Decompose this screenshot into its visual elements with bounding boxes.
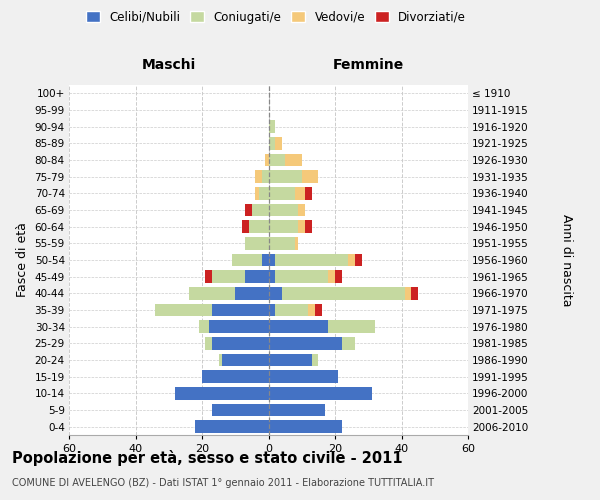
Bar xyxy=(295,237,298,250)
Bar xyxy=(212,304,269,316)
Bar xyxy=(175,387,269,400)
Bar xyxy=(259,187,269,200)
Bar xyxy=(302,170,319,183)
Y-axis label: Fasce di età: Fasce di età xyxy=(16,222,29,298)
Bar xyxy=(269,370,338,383)
Bar xyxy=(308,304,315,316)
Bar xyxy=(248,220,269,233)
Bar xyxy=(199,320,209,333)
Bar xyxy=(245,204,252,216)
Bar xyxy=(269,354,312,366)
Bar xyxy=(328,270,335,283)
Bar xyxy=(252,204,269,216)
Bar xyxy=(262,254,269,266)
Bar xyxy=(262,170,269,183)
Bar xyxy=(155,304,212,316)
Text: Popolazione per età, sesso e stato civile - 2011: Popolazione per età, sesso e stato civil… xyxy=(12,450,403,466)
Bar xyxy=(245,270,269,283)
Bar xyxy=(412,287,418,300)
Bar xyxy=(205,337,212,349)
Bar xyxy=(305,220,312,233)
Bar xyxy=(209,320,269,333)
Bar xyxy=(269,154,285,166)
Bar xyxy=(245,237,269,250)
Bar xyxy=(269,170,302,183)
Bar xyxy=(269,287,282,300)
Bar xyxy=(269,387,371,400)
Bar xyxy=(348,254,355,266)
Bar xyxy=(285,154,302,166)
Bar xyxy=(218,354,222,366)
Bar xyxy=(202,370,269,383)
Bar xyxy=(315,304,322,316)
Bar xyxy=(269,337,341,349)
Bar xyxy=(298,204,305,216)
Bar xyxy=(269,320,328,333)
Bar xyxy=(269,137,275,149)
Bar xyxy=(298,220,305,233)
Bar xyxy=(222,354,269,366)
Bar xyxy=(269,254,275,266)
Bar xyxy=(269,204,298,216)
Legend: Celibi/Nubili, Coniugati/e, Vedovi/e, Divorziati/e: Celibi/Nubili, Coniugati/e, Vedovi/e, Di… xyxy=(81,6,471,28)
Bar xyxy=(355,254,362,266)
Bar xyxy=(196,420,269,433)
Bar xyxy=(275,137,282,149)
Bar xyxy=(312,354,319,366)
Bar xyxy=(269,304,275,316)
Bar xyxy=(328,320,375,333)
Bar xyxy=(269,404,325,416)
Bar xyxy=(188,287,235,300)
Bar xyxy=(275,304,308,316)
Bar xyxy=(265,154,269,166)
Bar xyxy=(341,337,355,349)
Bar xyxy=(269,120,275,133)
Bar xyxy=(255,187,259,200)
Bar xyxy=(282,287,405,300)
Text: COMUNE DI AVELENGO (BZ) - Dati ISTAT 1° gennaio 2011 - Elaborazione TUTTITALIA.I: COMUNE DI AVELENGO (BZ) - Dati ISTAT 1° … xyxy=(12,478,434,488)
Bar xyxy=(269,270,275,283)
Bar xyxy=(405,287,412,300)
Bar xyxy=(275,270,328,283)
Bar xyxy=(335,270,341,283)
Bar xyxy=(232,254,262,266)
Bar xyxy=(235,287,269,300)
Bar xyxy=(255,170,262,183)
Bar xyxy=(305,187,312,200)
Bar xyxy=(269,237,295,250)
Bar xyxy=(212,337,269,349)
Bar xyxy=(269,220,298,233)
Bar xyxy=(212,270,245,283)
Text: Femmine: Femmine xyxy=(332,58,404,71)
Bar xyxy=(212,404,269,416)
Bar xyxy=(269,187,295,200)
Bar xyxy=(205,270,212,283)
Bar xyxy=(269,420,341,433)
Y-axis label: Anni di nascita: Anni di nascita xyxy=(560,214,574,306)
Bar xyxy=(295,187,305,200)
Bar xyxy=(275,254,348,266)
Bar xyxy=(242,220,248,233)
Text: Maschi: Maschi xyxy=(142,58,196,71)
